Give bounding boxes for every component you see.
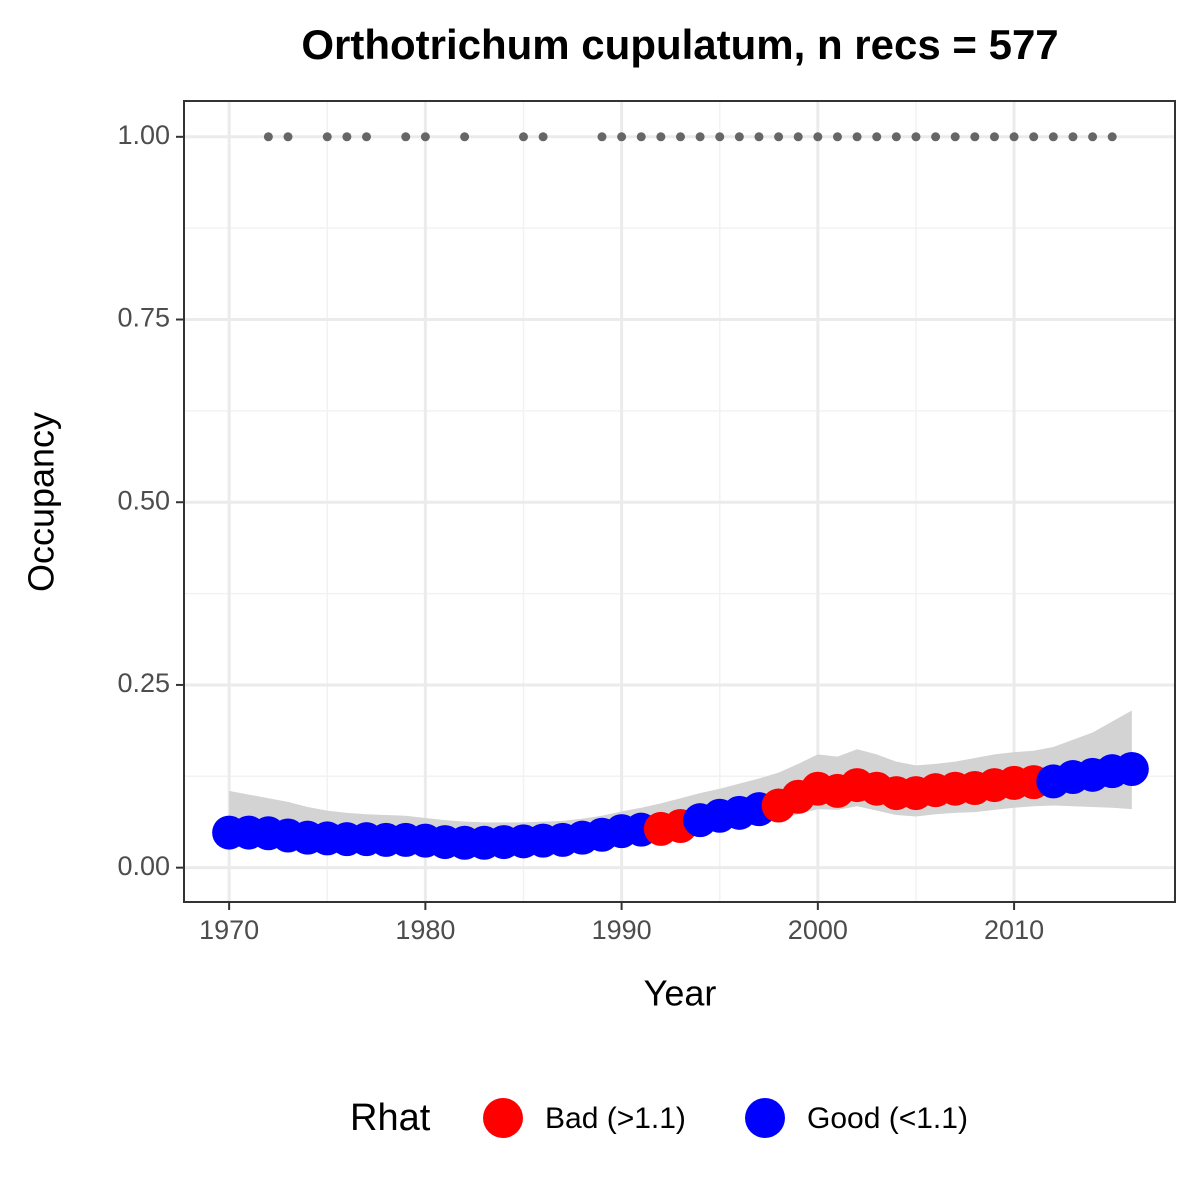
- legend-key: [745, 1098, 785, 1138]
- x-tick-label: 2010: [984, 915, 1044, 945]
- record-point: [1088, 132, 1098, 142]
- record-point: [518, 132, 528, 142]
- record-point: [1107, 132, 1117, 142]
- record-point: [1029, 132, 1039, 142]
- y-tick-label: 1.00: [117, 120, 170, 150]
- legend-label: Good (<1.1): [807, 1102, 968, 1135]
- chart-title: Orthotrichum cupulatum, n recs = 577: [301, 21, 1058, 68]
- record-point: [734, 132, 744, 142]
- panel-border: [183, 100, 1176, 903]
- record-point: [322, 132, 332, 142]
- y-tick-label: 0.75: [117, 303, 170, 333]
- record-point: [872, 132, 882, 142]
- legend-key: [483, 1098, 523, 1138]
- record-point: [970, 132, 980, 142]
- x-tick-label: 1980: [395, 915, 455, 945]
- y-axis-title: Occupancy: [21, 412, 62, 592]
- record-point: [1048, 132, 1058, 142]
- record-point: [1068, 132, 1078, 142]
- record-point: [675, 132, 685, 142]
- record-point: [656, 132, 666, 142]
- record-point: [715, 132, 725, 142]
- record-point: [774, 132, 784, 142]
- record-point: [695, 132, 705, 142]
- record-point: [931, 132, 941, 142]
- record-point: [597, 132, 607, 142]
- x-tick-label: 2000: [788, 915, 848, 945]
- record-point: [989, 132, 999, 142]
- record-point: [460, 132, 470, 142]
- record-point: [832, 132, 842, 142]
- record-point: [538, 132, 548, 142]
- y-tick-label: 0.50: [117, 485, 170, 515]
- record-point: [401, 132, 411, 142]
- record-point: [754, 132, 764, 142]
- record-point: [283, 132, 293, 142]
- record-point: [852, 132, 862, 142]
- record-point: [1009, 132, 1019, 142]
- record-point: [911, 132, 921, 142]
- record-point: [950, 132, 960, 142]
- occupancy-point: [1114, 751, 1149, 786]
- record-point: [617, 132, 627, 142]
- legend-label: Bad (>1.1): [545, 1102, 686, 1135]
- record-point: [420, 132, 430, 142]
- y-tick-label: 0.00: [117, 851, 170, 881]
- record-point: [362, 132, 372, 142]
- record-point: [342, 132, 352, 142]
- record-point: [636, 132, 646, 142]
- record-point: [813, 132, 823, 142]
- y-tick-label: 0.25: [117, 668, 170, 698]
- record-point: [793, 132, 803, 142]
- x-axis-title: Year: [644, 973, 717, 1014]
- x-tick-label: 1970: [199, 915, 259, 945]
- record-point: [891, 132, 901, 142]
- record-point: [263, 132, 273, 142]
- x-tick-label: 1990: [592, 915, 652, 945]
- legend-title: Rhat: [350, 1097, 431, 1139]
